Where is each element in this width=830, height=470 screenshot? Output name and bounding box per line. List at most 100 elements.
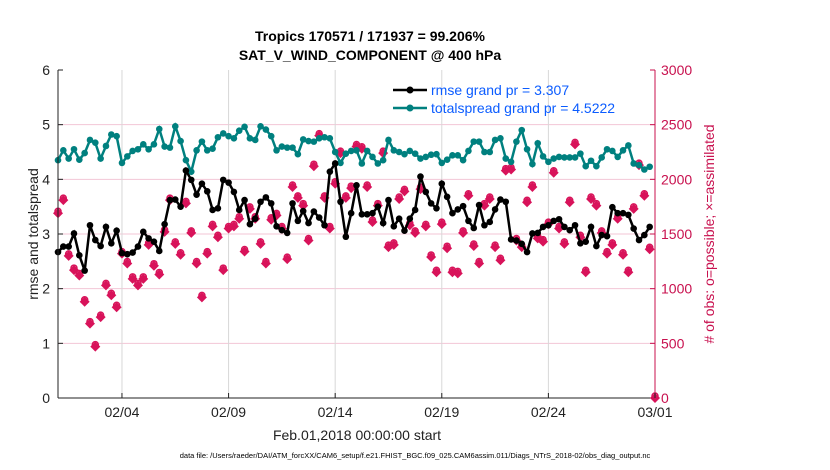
obs-assimilated-marker	[310, 160, 318, 168]
rmse-point	[518, 240, 526, 248]
rmse-point	[283, 229, 291, 237]
spread-point	[139, 141, 147, 148]
rmse-point	[262, 194, 270, 201]
rmse-point	[225, 179, 232, 186]
legend-rmse-marker	[406, 86, 414, 94]
obs-possible-marker	[426, 251, 437, 262]
obs-assimilated-marker	[571, 138, 579, 147]
obs-assimilated-marker	[528, 181, 537, 189]
right-tick-label: 2500	[661, 117, 692, 133]
rmse-point	[145, 235, 152, 242]
obs-assimilated-marker	[640, 189, 649, 198]
obs-assimilated-marker	[390, 239, 398, 247]
spread-point	[433, 150, 440, 158]
obs-possible-marker	[548, 167, 559, 178]
spread-point	[486, 148, 494, 156]
obs-assimilated-marker	[358, 142, 366, 151]
spread-point	[214, 133, 222, 141]
rmse-point	[630, 225, 637, 232]
rmse-point	[491, 206, 499, 213]
spread-point	[342, 150, 350, 157]
spread-point	[310, 138, 318, 145]
spread-point	[70, 145, 78, 153]
obs-assimilated-marker	[262, 257, 270, 266]
obs-possible-marker	[308, 161, 319, 172]
spread-point	[225, 132, 232, 140]
spread-point	[267, 132, 275, 140]
obs-assimilated-marker	[235, 212, 243, 221]
spread-point	[641, 166, 648, 173]
series-lines	[54, 122, 653, 274]
obs-assimilated-marker	[134, 279, 142, 288]
obs-possible-marker	[255, 238, 266, 249]
rmse-point	[315, 214, 323, 221]
obs-possible-marker	[495, 255, 506, 266]
obs-possible-marker	[410, 227, 421, 238]
obs-assimilated-marker	[400, 185, 409, 194]
rmse-point	[395, 215, 403, 222]
spread-point	[555, 153, 563, 161]
spread-point	[81, 149, 88, 157]
rmse-point	[273, 223, 280, 230]
rmse-point	[555, 215, 563, 223]
obs-assimilated-marker	[96, 311, 105, 319]
obs-possible-marker	[463, 190, 474, 201]
x-tick-label: 02/04	[104, 404, 139, 420]
spread-point	[545, 158, 552, 166]
rmse-point	[267, 200, 275, 207]
spread-point	[60, 147, 67, 154]
spread-point	[347, 147, 355, 155]
obs-possible-marker	[580, 267, 591, 278]
rmse-point	[465, 217, 472, 225]
rmse-point	[550, 217, 558, 225]
spread-point	[129, 147, 136, 155]
rmse-point	[534, 229, 542, 237]
obs-assimilated-marker	[102, 279, 110, 288]
x-tick-label: 02/09	[211, 404, 246, 420]
obs-possible-marker	[474, 258, 485, 269]
y-axis-right-label: # of obs: o=possible; ×=assimilated	[701, 124, 717, 343]
rmse-point	[449, 209, 456, 217]
left-tick-label: 6	[42, 62, 50, 78]
obs-possible-marker	[559, 238, 570, 249]
rmse-point	[459, 202, 467, 210]
obs-assimilated-marker	[549, 167, 558, 175]
spread-point	[630, 160, 637, 167]
rmse-point	[97, 242, 104, 250]
obs-assimilated-marker	[454, 267, 462, 276]
obs-assimilated-marker	[139, 273, 148, 281]
obs-assimilated-marker	[150, 259, 158, 268]
spread-point	[315, 135, 323, 142]
spread-point	[86, 136, 94, 144]
rmse-point	[454, 206, 462, 213]
rmse-point	[305, 219, 312, 227]
rmse-point	[171, 196, 179, 203]
spread-point	[182, 156, 190, 164]
rmse-point	[198, 180, 206, 188]
obs-assimilated-marker	[123, 257, 132, 266]
obs-possible-marker	[458, 227, 469, 238]
rmse-point	[113, 227, 120, 235]
obs-possible-marker	[58, 195, 69, 206]
spread-point	[619, 147, 627, 154]
rmse-point	[433, 205, 440, 212]
obs-possible-marker	[618, 249, 629, 260]
spread-point	[406, 147, 414, 155]
obs-possible-marker	[570, 139, 581, 150]
rmse-point	[230, 188, 238, 196]
legend: rmse grand pr = 3.307 totalspread grand …	[393, 82, 615, 116]
rmse-point	[65, 243, 72, 250]
obs-possible-marker	[154, 269, 165, 280]
obs-possible-marker	[442, 243, 453, 254]
rmse-point	[310, 208, 318, 215]
obs-assimilated-marker	[427, 251, 435, 259]
spread-point	[470, 138, 478, 145]
spread-point	[150, 141, 158, 148]
left-tick-label: 4	[42, 171, 50, 187]
obs-assimilated-marker	[368, 216, 377, 224]
rmse-point	[369, 209, 376, 217]
obs-assimilated-marker	[587, 193, 595, 201]
obs-possible-marker	[420, 221, 431, 232]
obs-assimilated-marker	[645, 243, 654, 252]
obs-assimilated-marker	[187, 227, 196, 235]
